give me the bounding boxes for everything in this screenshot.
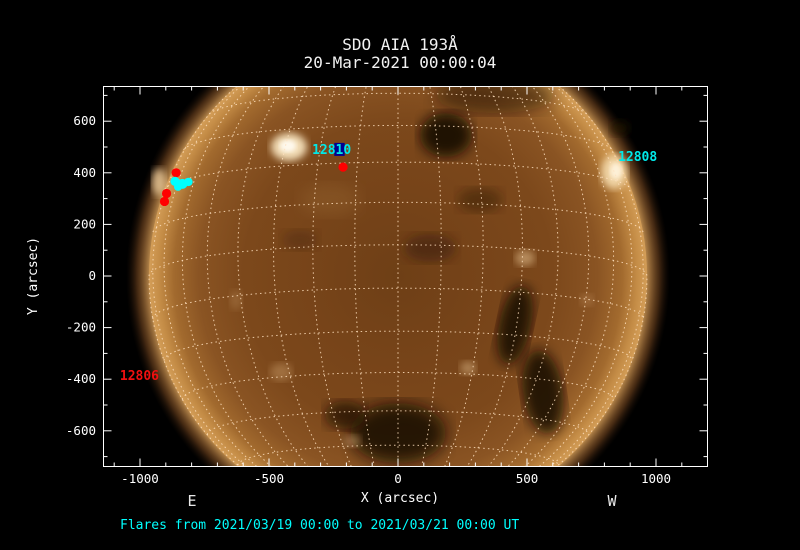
- y-tick-label: -600: [66, 423, 96, 438]
- overlapping-label-block: [334, 142, 345, 156]
- x-tick-label: -1000: [121, 471, 159, 486]
- y-tick-label: 0: [88, 268, 96, 283]
- plot-subtitle: 20-Mar-2021 00:00:04: [304, 53, 497, 72]
- axis-ticks: [103, 86, 708, 467]
- active-region-label: 12806: [120, 369, 159, 384]
- active-region-label: 12808: [618, 150, 657, 165]
- east-direction-label: E: [187, 492, 196, 510]
- plot-title: SDO AIA 193Å: [342, 35, 458, 54]
- x-tick-label: 0: [394, 471, 402, 486]
- y-tick-label: 600: [73, 113, 96, 128]
- y-axis-label: Y (arcsec): [26, 237, 41, 315]
- sun-disk-image: [126, 86, 670, 467]
- y-tick-label: 200: [73, 216, 96, 231]
- axis-tick-labels: -1000 -500 0 500 1000 600 400 200 0 -200 -400 -600: [66, 113, 671, 486]
- x-tick-label: 500: [516, 471, 539, 486]
- flare-site-marker: [338, 162, 348, 172]
- active-region-label: 12810: [312, 143, 351, 158]
- x-tick-label: 1000: [641, 471, 671, 486]
- x-tick-label: -500: [254, 471, 284, 486]
- flare-caption: Flares from 2021/03/19 00:00 to 2021/03/…: [120, 518, 519, 533]
- y-tick-label: 400: [73, 165, 96, 180]
- active-region-labels: 12810 12808 12806: [120, 142, 657, 384]
- region-blob-marker: [170, 176, 193, 191]
- flare-site-marker: [159, 196, 170, 207]
- heliographic-grid: [148, 86, 648, 467]
- flare-site-marker: [161, 188, 172, 199]
- x-axis-label: X (arcsec): [361, 491, 439, 506]
- flare-site-marker: [171, 168, 181, 178]
- y-tick-label: -400: [66, 371, 96, 386]
- flare-markers: [159, 162, 348, 207]
- y-tick-label: -200: [66, 320, 96, 335]
- west-direction-label: W: [607, 492, 617, 510]
